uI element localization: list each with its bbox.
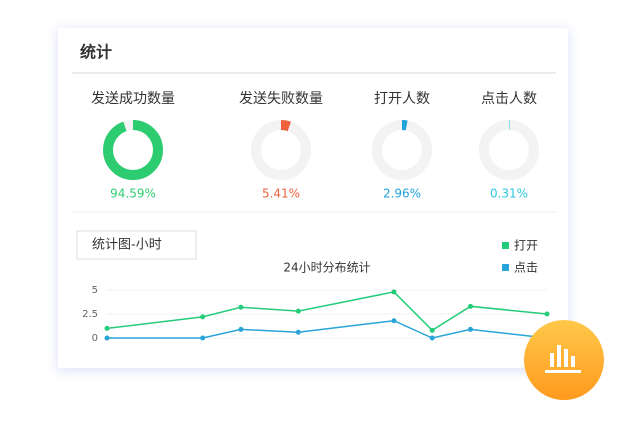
series-line (106, 291, 548, 332)
y-tick-label: 0 (92, 333, 98, 344)
data-point (429, 335, 435, 341)
data-point (391, 318, 397, 324)
series-line (107, 319, 548, 339)
donut-value-label: 2.96% (383, 187, 421, 201)
donut-arc (103, 120, 163, 180)
data-point (238, 326, 244, 332)
card (58, 28, 568, 368)
data-point (391, 289, 397, 295)
data-point (295, 329, 301, 335)
tab[interactable] (76, 230, 197, 260)
chart-title: 24小时分布统计 (283, 261, 370, 275)
donut-value-label: 5.41% (262, 187, 300, 201)
donut-title: 点击人数 (481, 91, 537, 107)
card-title: 统计 (80, 43, 112, 62)
legend-swatch (502, 264, 509, 271)
donut-value-label: 94.59% (110, 187, 156, 201)
data-point (295, 308, 301, 314)
donut-arc (251, 120, 311, 180)
donut-arc (479, 120, 539, 180)
donut-arc (372, 120, 432, 180)
data-point (238, 304, 244, 310)
data-point (104, 325, 110, 331)
fab[interactable] (524, 320, 604, 400)
fab-icon (545, 345, 581, 373)
donut-title: 发送失败数量 (239, 91, 323, 107)
data-point (104, 335, 110, 341)
data-point (200, 314, 206, 320)
legend-label: 打开 (514, 239, 538, 253)
y-tick-label: 2.5 (82, 309, 98, 320)
data-point (200, 335, 206, 341)
data-point (467, 326, 473, 332)
legend-label: 点击 (514, 261, 538, 275)
donut-title: 发送成功数量 (91, 91, 175, 107)
tab-label[interactable]: 统计图-小时 (92, 238, 162, 253)
donut-value-label: 0.31% (490, 187, 528, 201)
data-point (544, 311, 550, 317)
donut-title: 打开人数 (374, 90, 430, 107)
data-point (467, 303, 473, 309)
legend-swatch (502, 242, 509, 249)
y-tick-label: 5 (92, 285, 98, 296)
data-point (429, 327, 435, 333)
